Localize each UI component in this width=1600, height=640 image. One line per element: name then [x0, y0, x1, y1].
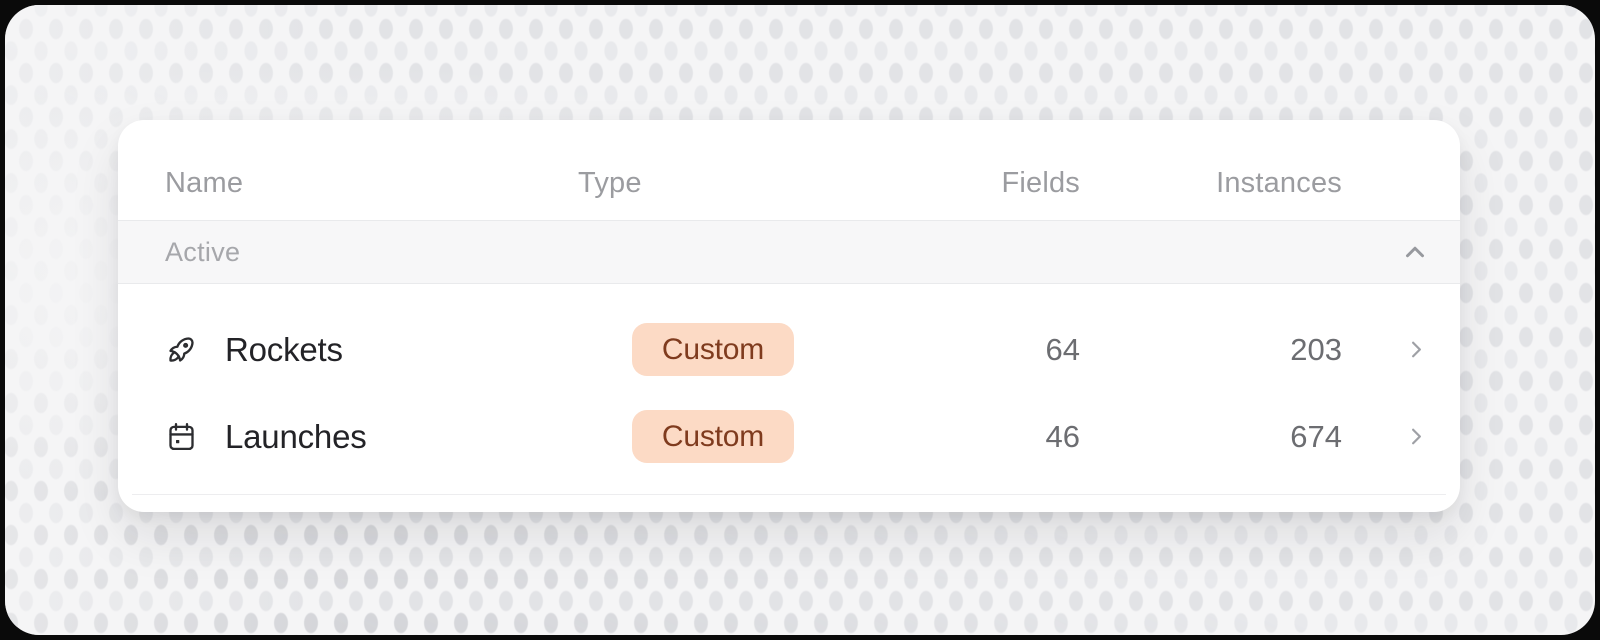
row-name: Launches	[225, 417, 367, 455]
chevron-up-icon[interactable]	[1400, 237, 1430, 267]
table-row-launches[interactable]: Launches Custom 46 674	[118, 393, 1460, 480]
column-header-fields: Fields	[1001, 167, 1080, 199]
group-label: Active	[165, 236, 241, 267]
table-header-row: Name Type Fields Instances	[118, 120, 1460, 220]
instances-count: 203	[1290, 331, 1342, 367]
calendar-icon	[165, 420, 198, 453]
type-badge: Custom	[631, 410, 795, 463]
column-header-name: Name	[165, 167, 244, 199]
divider	[132, 494, 1446, 495]
group-row-active[interactable]: Active	[118, 220, 1460, 284]
rocket-icon	[165, 333, 198, 366]
chevron-right-icon	[1403, 336, 1430, 363]
page-background: Name Type Fields Instances Active	[5, 5, 1595, 635]
row-name: Rockets	[225, 330, 343, 368]
table-row-rockets[interactable]: Rockets Custom 64 203	[118, 306, 1460, 393]
type-badge: Custom	[631, 323, 795, 376]
fields-count: 46	[1045, 418, 1080, 454]
table-body: Rockets Custom 64 203	[118, 284, 1460, 480]
column-header-type: Type	[578, 167, 642, 199]
collections-table-card: Name Type Fields Instances Active	[118, 120, 1460, 512]
column-header-instances: Instances	[1216, 167, 1342, 199]
instances-count: 674	[1290, 418, 1342, 454]
chevron-right-icon	[1403, 423, 1430, 450]
fields-count: 64	[1045, 331, 1080, 367]
